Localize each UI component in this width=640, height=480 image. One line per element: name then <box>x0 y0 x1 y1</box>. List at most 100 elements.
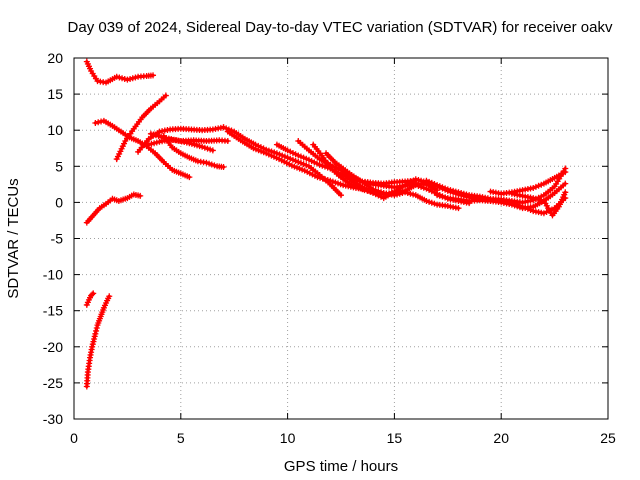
data-point <box>307 149 311 152</box>
data-point <box>557 205 561 208</box>
data-point <box>119 130 123 133</box>
data-point <box>179 127 182 130</box>
data-point <box>297 154 300 157</box>
data-point <box>254 143 257 146</box>
data-point <box>215 165 219 168</box>
data-point <box>307 158 311 162</box>
data-point <box>532 209 535 213</box>
data-point <box>226 130 229 133</box>
data-point <box>403 191 407 194</box>
data-point <box>564 191 567 194</box>
data-point <box>551 214 554 217</box>
data-point <box>275 152 279 155</box>
y-tick-label: 0 <box>55 194 63 210</box>
data-point <box>553 176 556 180</box>
data-point <box>162 134 165 138</box>
data-point <box>158 130 161 133</box>
data-point <box>403 180 407 183</box>
data-point <box>92 292 95 295</box>
data-point <box>158 100 161 103</box>
data-series-arc-9 <box>83 290 97 308</box>
data-point <box>371 191 375 195</box>
data-point <box>124 139 127 143</box>
data-point <box>521 205 524 208</box>
data-point <box>312 143 315 146</box>
data-point <box>85 221 89 224</box>
data-point <box>265 152 268 155</box>
data-point <box>521 201 524 204</box>
y-tick-label: -25 <box>43 375 63 391</box>
data-point <box>333 160 336 164</box>
data-point <box>489 190 492 193</box>
data-point <box>158 140 161 143</box>
data-series <box>83 58 569 390</box>
data-point <box>104 202 108 206</box>
data-point <box>190 128 193 131</box>
data-point <box>371 183 375 186</box>
data-point <box>414 193 417 197</box>
data-point <box>98 206 101 210</box>
data-point <box>532 196 535 200</box>
data-point <box>316 175 319 179</box>
data-point <box>521 188 524 192</box>
data-point <box>467 195 471 198</box>
data-point <box>446 204 449 208</box>
data-point <box>117 199 121 203</box>
data-point <box>86 370 90 374</box>
y-tick-label: 10 <box>47 122 63 138</box>
x-axis-label: GPS time / hours <box>284 458 398 475</box>
data-point <box>393 186 396 189</box>
data-point <box>188 156 191 159</box>
data-point <box>425 179 428 182</box>
data-point <box>96 323 99 327</box>
data-point <box>171 168 174 172</box>
data-point <box>337 174 341 177</box>
y-tick-label: 5 <box>55 158 63 174</box>
data-point <box>350 179 353 182</box>
data-point <box>414 183 417 187</box>
data-point <box>85 60 89 63</box>
x-tick-label: 10 <box>280 430 296 446</box>
y-tick-label: 20 <box>47 50 63 66</box>
data-point <box>218 139 221 142</box>
data-point <box>126 196 129 200</box>
data-point <box>102 119 106 123</box>
data-point <box>467 199 471 203</box>
x-tick-label: 0 <box>70 430 78 446</box>
y-tick-label: -15 <box>43 303 63 319</box>
data-point <box>318 163 321 167</box>
data-point <box>341 183 345 187</box>
data-point <box>147 137 150 141</box>
data-point <box>153 152 157 155</box>
data-point <box>126 78 129 81</box>
data-point <box>510 191 514 194</box>
data-point <box>425 199 428 203</box>
data-point <box>99 315 102 318</box>
data-point <box>90 345 94 348</box>
data-point <box>339 193 343 197</box>
data-point <box>457 198 460 201</box>
data-point <box>303 169 306 172</box>
data-point <box>211 149 215 152</box>
data-point <box>179 172 182 175</box>
data-point <box>346 180 349 184</box>
y-axis-label: SDTVAR / TECUs <box>5 178 22 298</box>
data-point <box>200 129 204 132</box>
data-point <box>403 183 407 187</box>
data-point <box>320 154 323 157</box>
data-point <box>318 157 321 161</box>
axis-ticks: 0 5 10 15 20 25 -30 -25 -20 -15 -10 -5 0 5 10 15 20 <box>43 50 616 446</box>
data-point <box>324 152 328 155</box>
data-point <box>145 74 148 78</box>
data-point <box>108 295 111 298</box>
data-point <box>435 183 439 187</box>
data-point <box>435 203 439 206</box>
data-point <box>553 191 556 195</box>
data-point <box>329 183 332 186</box>
data-point <box>297 139 300 143</box>
data-point <box>478 197 482 200</box>
data-point <box>435 188 439 192</box>
data-point <box>85 303 89 307</box>
data-point <box>532 186 535 190</box>
